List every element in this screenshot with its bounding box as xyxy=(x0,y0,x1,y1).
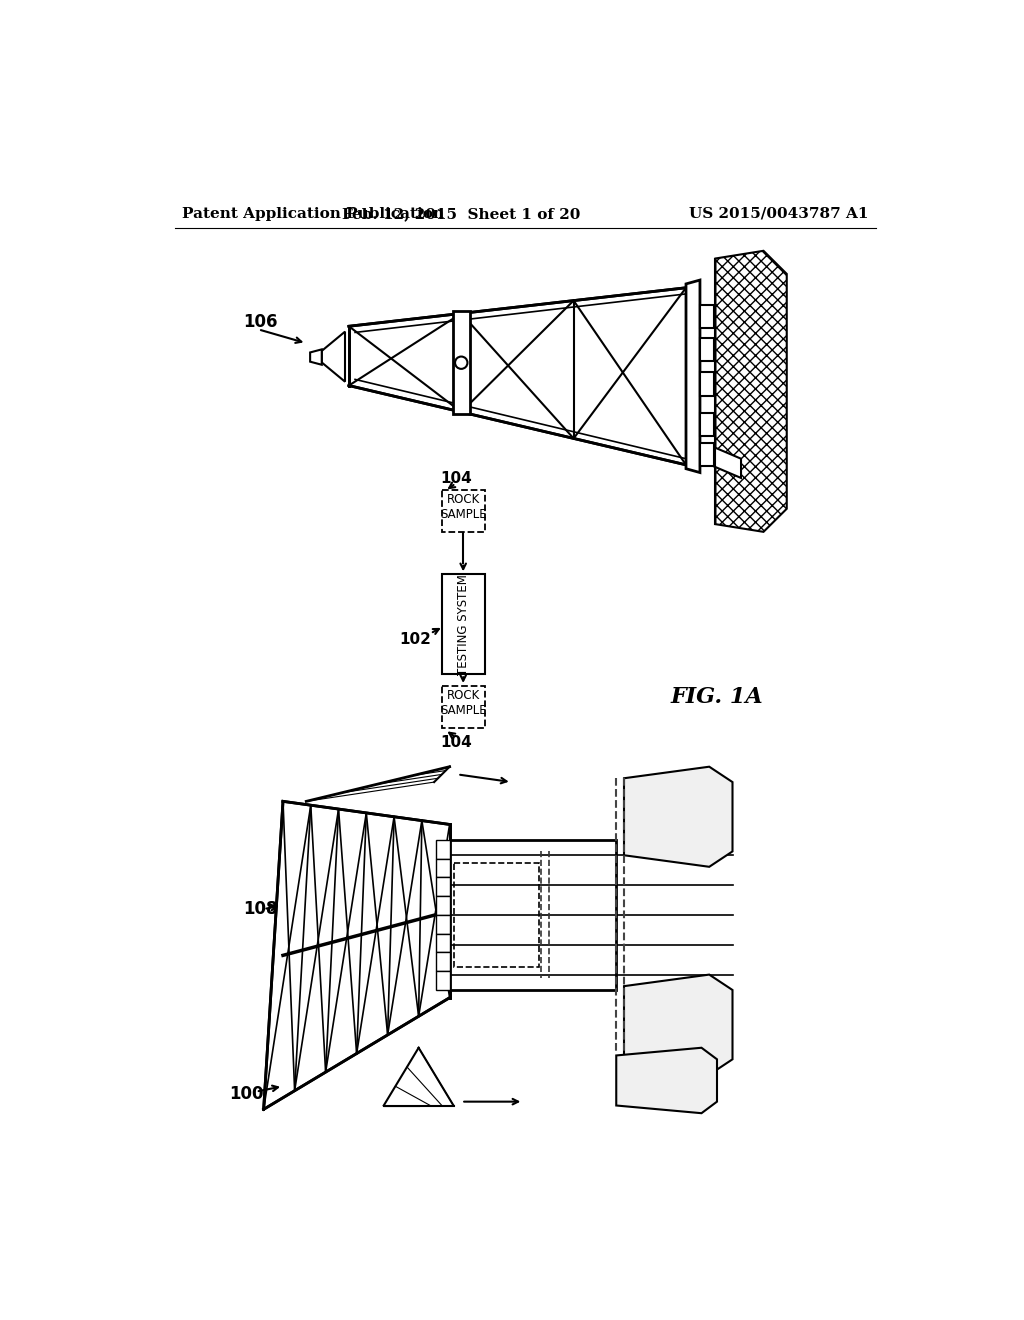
Text: 106: 106 xyxy=(243,313,278,331)
Bar xyxy=(700,444,714,466)
Bar xyxy=(700,372,714,396)
Text: 104: 104 xyxy=(440,471,472,486)
Text: 104: 104 xyxy=(440,734,472,750)
Bar xyxy=(435,896,450,915)
Bar xyxy=(454,863,539,966)
Text: TESTING SYSTEM: TESTING SYSTEM xyxy=(457,574,470,675)
Bar xyxy=(435,933,450,953)
Polygon shape xyxy=(624,767,732,867)
Text: 100: 100 xyxy=(228,1085,263,1104)
Polygon shape xyxy=(624,974,732,1074)
Polygon shape xyxy=(263,801,450,1109)
Bar xyxy=(442,686,484,729)
Polygon shape xyxy=(349,288,686,465)
Polygon shape xyxy=(322,331,345,381)
Text: 108: 108 xyxy=(243,900,278,919)
Bar xyxy=(442,490,484,532)
Text: ROCK
SAMPLE: ROCK SAMPLE xyxy=(440,689,486,717)
Polygon shape xyxy=(616,1048,717,1113)
Text: Feb. 12, 2015  Sheet 1 of 20: Feb. 12, 2015 Sheet 1 of 20 xyxy=(342,207,581,220)
Bar xyxy=(435,858,450,878)
Polygon shape xyxy=(686,280,700,473)
Polygon shape xyxy=(453,312,470,414)
Bar xyxy=(700,338,714,360)
Text: US 2015/0043787 A1: US 2015/0043787 A1 xyxy=(688,207,868,220)
Bar xyxy=(435,840,450,858)
Text: ROCK
SAMPLE: ROCK SAMPLE xyxy=(440,492,486,521)
Bar xyxy=(435,915,450,933)
Bar xyxy=(435,972,450,990)
Text: Patent Application Publication: Patent Application Publication xyxy=(182,207,444,220)
Polygon shape xyxy=(714,447,741,478)
Polygon shape xyxy=(716,251,786,532)
Text: 102: 102 xyxy=(399,632,431,647)
Bar xyxy=(442,574,484,675)
Bar xyxy=(450,840,616,990)
Bar xyxy=(700,412,714,436)
Text: FIG. 1A: FIG. 1A xyxy=(671,686,763,709)
Bar xyxy=(700,305,714,327)
Bar xyxy=(435,878,450,896)
Bar xyxy=(435,953,450,972)
Polygon shape xyxy=(310,350,322,364)
